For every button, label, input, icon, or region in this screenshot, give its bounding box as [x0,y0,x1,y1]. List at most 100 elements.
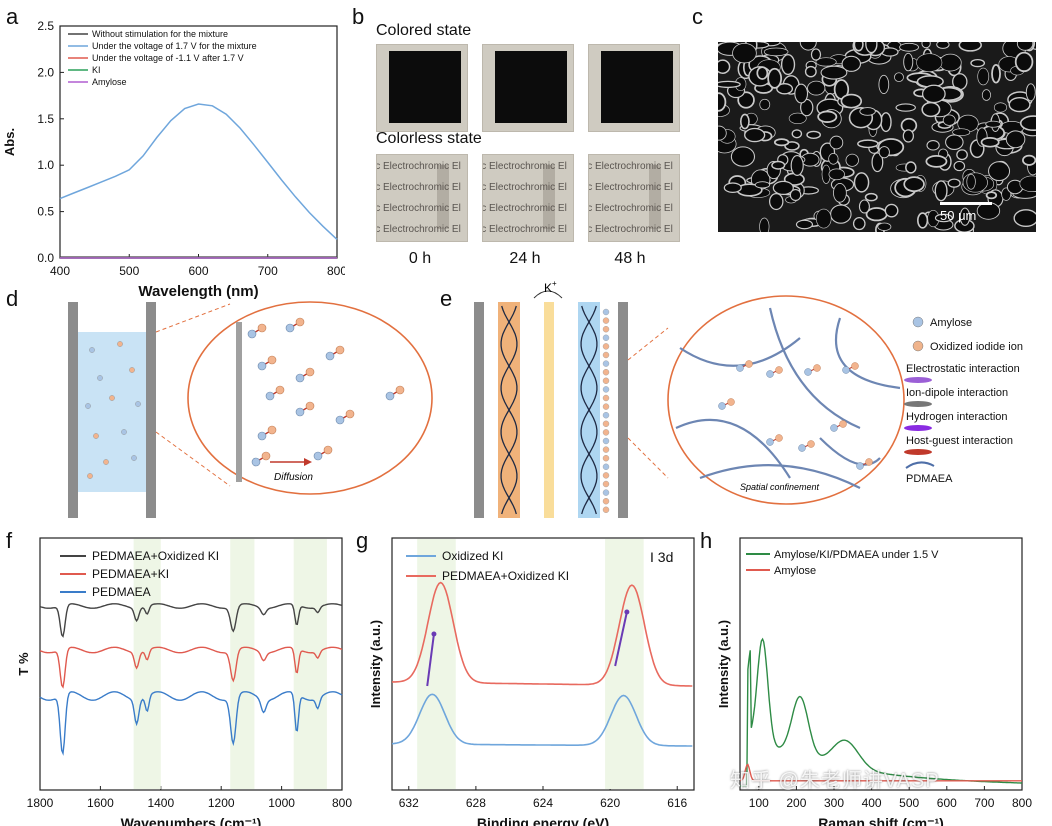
time-label-0h: 0 h [408,250,432,267]
amylose-sphere [856,462,864,470]
pore [956,149,968,161]
pore [771,160,786,170]
panel-label-g: g [356,528,369,553]
pore [788,112,807,125]
legend-marker-e [904,449,932,455]
y-tick-label-a: 0.0 [37,251,54,265]
watermark: 知乎 @朱老师讲VASP [730,770,940,792]
pore [865,207,888,222]
iodide-sphere [395,385,405,395]
adsorbed-particle [602,437,610,445]
iodide-sphere [323,445,333,455]
legend-label-e: Electrostatic interaction [906,363,1020,375]
legend-label-f: PEDMAEA [92,585,151,599]
zoom-line-e-bottom [627,437,669,479]
pore [804,65,817,78]
chart-h: 100 200 300 400 500 600 700 800 Raman shift (cm⁻… [716,537,1032,826]
iodide-sphere [851,362,859,370]
chart-a: 400 500 600 700 800 0.0 0.5 1.0 1.5 2.0 2.5 Wavelen… [2,19,345,300]
legend-label-f: PEDMAEA+Oxidized KI [92,549,219,563]
particle [85,403,91,409]
pore [953,160,966,172]
panel-label-b: b [352,4,365,29]
photo-colored-2 [588,44,680,132]
legend-marker-e [904,425,932,431]
pore [791,129,803,139]
x-axis-label-a: Wavelength (nm) [138,283,258,300]
photo-text: ic Electrochromic El [588,224,673,235]
particle [103,459,109,465]
pore [899,42,919,52]
series-line-g-0 [391,693,693,747]
electrode-e-right [618,302,628,518]
pore [926,140,940,151]
amylose-sphere [830,424,838,432]
panel-label-e: e [440,286,453,311]
pdmaea-chain [699,464,861,489]
pore [903,176,925,193]
amylose-sphere [285,323,295,333]
photo-text: ic Electrochromic El [588,182,673,193]
pore [1005,130,1026,149]
confinement-label: Spatial confinement [740,482,820,492]
pore [916,53,943,72]
pore [1025,83,1036,102]
legend-label-e: PDMAEA [906,473,953,485]
pore [789,188,802,202]
x-tick-label-h: 600 [937,796,957,810]
pore [878,146,890,159]
panel-label-h: h [700,528,713,553]
pore [810,48,822,61]
series-line-a-1 [59,103,338,240]
pore [830,204,852,224]
colorless-state-title: Colorless state [376,130,482,147]
separator-layer [544,302,554,518]
amylose-sphere [718,402,726,410]
x-tick-label-f: 1200 [208,796,235,810]
pore [1008,96,1031,113]
amylose-sphere [295,373,305,383]
sem-texture [718,42,1036,232]
diagram-d: Diffusion [68,301,433,518]
pore [790,155,804,176]
iodide-sphere [813,364,821,372]
x-tick-label-f: 1000 [268,796,295,810]
chart-g: 632 628 624 620 616 Binding energy (eV) Intens… [368,537,695,826]
particle [121,429,127,435]
iodide-sphere [775,366,783,374]
pdmaea-chain [819,437,881,466]
shift-arrow [614,611,628,667]
highlight-band [417,539,456,789]
pore [945,134,964,150]
legend-label-a: KI [92,65,101,75]
adsorbed-particle [602,368,610,376]
pdmaea-chain [675,418,791,479]
pore [981,89,991,101]
electrode-left [68,302,78,518]
legend-label-h: Amylose [774,565,816,577]
particle [135,401,141,407]
legend-label-a: Under the voltage of 1.7 V for the mixtu… [92,41,257,51]
y-tick-label-a: 1.5 [37,112,54,126]
particle [131,455,137,461]
pore [732,42,757,64]
photo-text: ic Electrochromic El [482,203,567,214]
legend-label-a: Without stimulation for the mixture [92,29,228,39]
legend-label-e: Oxidized iodide ion [930,341,1023,353]
pore [959,207,971,226]
adsorbed-particle [602,403,610,410]
pore [767,67,783,89]
adsorbed-particle [602,326,610,333]
adsorbed-particle [602,394,610,402]
x-axis-label-g: Binding energy (eV) [477,815,609,826]
ion-charge: + [552,279,557,288]
legend-label-f: PEDMAEA+KI [92,567,169,581]
x-tick-label-f: 800 [332,796,352,810]
legend-label-e: Ion-dipole interaction [906,387,1008,399]
amylose-sphere [766,370,774,378]
pore [977,67,990,86]
photo-colored-1 [482,44,574,132]
amylose-sphere [798,444,806,452]
legend-label-e: Amylose [930,317,972,329]
zoom-line-e-top [627,327,669,361]
